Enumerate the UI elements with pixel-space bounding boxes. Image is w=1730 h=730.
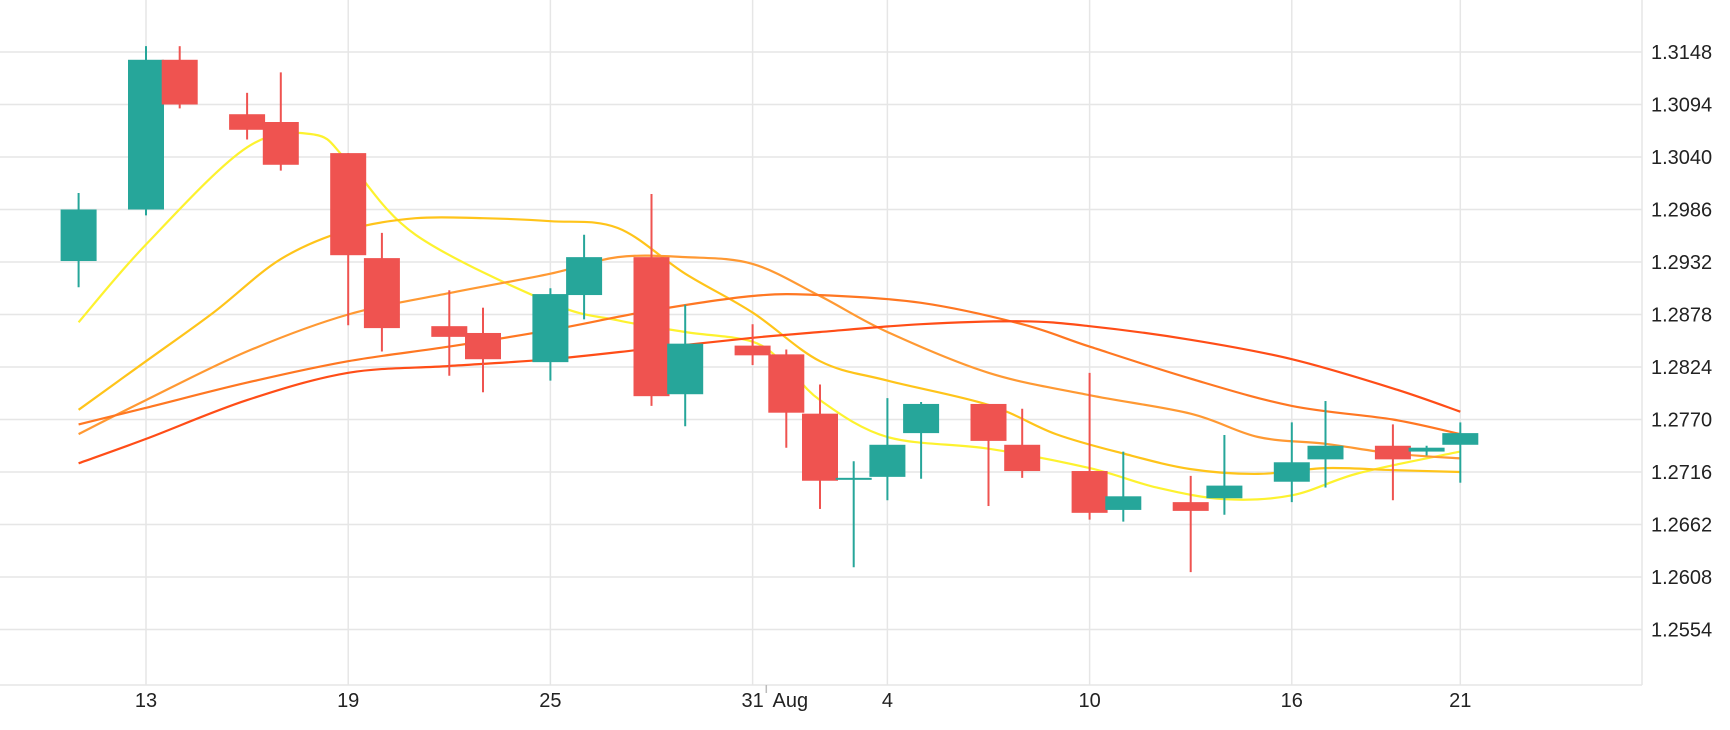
candle-body xyxy=(330,153,367,256)
x-tick-label: 21 xyxy=(1449,690,1471,712)
candle-body xyxy=(869,444,906,477)
ma-line-5 xyxy=(78,320,1461,465)
y-tick-label: 1.2554 xyxy=(1651,620,1712,642)
candle-body xyxy=(970,403,1007,441)
candle xyxy=(802,384,838,509)
candle xyxy=(465,307,501,393)
y-tick-label: 1.2770 xyxy=(1651,410,1712,432)
candle xyxy=(431,290,468,376)
candle-body xyxy=(768,354,805,413)
candle-body xyxy=(1071,471,1108,513)
y-axis: 1.3148 1.3094 1.3040 1.2986 1.2932 1.2878 1.28… xyxy=(1651,42,1712,642)
candle xyxy=(60,192,97,288)
candle xyxy=(1442,422,1479,483)
candle xyxy=(667,304,704,427)
x-tick-label: 4 xyxy=(882,690,893,712)
candle xyxy=(1071,372,1108,520)
candle-body xyxy=(667,343,704,395)
candle-body xyxy=(532,294,569,363)
candle xyxy=(363,232,400,352)
candle xyxy=(869,398,906,501)
candle-body xyxy=(229,114,266,130)
moving-average-lines xyxy=(77,131,1461,501)
candle xyxy=(1105,451,1142,522)
y-tick-label: 1.2824 xyxy=(1651,357,1712,379)
ma-line-4 xyxy=(78,293,1461,436)
candle xyxy=(1273,422,1310,503)
candle-body xyxy=(1004,444,1041,472)
candle-body xyxy=(262,122,299,165)
candle xyxy=(1206,435,1243,515)
y-tick-label: 1.2986 xyxy=(1651,200,1712,222)
candle xyxy=(970,403,1007,507)
candle-body xyxy=(128,59,164,210)
candle-body xyxy=(633,257,670,397)
candle xyxy=(835,461,872,568)
candle-body xyxy=(835,477,872,480)
candle-body xyxy=(1172,502,1209,511)
x-tick-label: 31 xyxy=(741,690,763,712)
candle-body xyxy=(1374,445,1411,460)
candle xyxy=(633,193,670,406)
candles xyxy=(60,46,1479,573)
x-tick-label: 16 xyxy=(1281,690,1303,712)
candle xyxy=(532,288,569,381)
candle xyxy=(1004,408,1041,478)
candle-body xyxy=(1105,496,1142,510)
candle-body xyxy=(802,413,838,481)
ma-line-3 xyxy=(78,254,1461,460)
candle-body xyxy=(431,326,468,337)
y-tick-label: 1.3148 xyxy=(1651,42,1712,64)
candle xyxy=(161,46,198,109)
candle-body xyxy=(465,332,501,360)
candle-body xyxy=(1442,433,1479,445)
candle xyxy=(128,46,164,216)
candle xyxy=(229,92,266,140)
candle xyxy=(1374,424,1411,501)
candle-body xyxy=(363,258,400,329)
y-tick-label: 1.2878 xyxy=(1651,305,1712,327)
x-tick-label: 10 xyxy=(1078,690,1100,712)
ma-line-1 xyxy=(77,131,1461,501)
candle xyxy=(262,72,299,171)
candle-body xyxy=(1408,447,1445,452)
ma-line-2 xyxy=(77,216,1461,476)
candle xyxy=(330,153,367,326)
candle xyxy=(1172,475,1209,573)
x-tick-label: 13 xyxy=(135,690,157,712)
candle xyxy=(566,234,603,320)
y-tick-label: 1.2932 xyxy=(1651,252,1712,274)
candle xyxy=(1307,401,1344,488)
y-tick-label: 1.2608 xyxy=(1651,567,1712,589)
candle-body xyxy=(1273,462,1310,482)
y-tick-label: 1.2716 xyxy=(1651,462,1712,484)
candle-body xyxy=(60,209,97,262)
candle-body xyxy=(903,403,940,434)
x-tick-label: Aug xyxy=(773,690,809,712)
candle-body xyxy=(734,345,771,356)
candle xyxy=(768,349,805,448)
candle-body xyxy=(566,257,603,296)
y-tick-label: 1.3040 xyxy=(1651,147,1712,169)
candle-body xyxy=(1307,445,1344,460)
candle xyxy=(734,324,771,366)
candle xyxy=(1408,445,1445,456)
x-axis: 13 19 25 31 Aug 4 10 16 21 xyxy=(135,685,1471,712)
candle-body xyxy=(1206,485,1243,499)
y-tick-label: 1.3094 xyxy=(1651,95,1712,117)
x-tick-label: 19 xyxy=(337,690,359,712)
candle-body xyxy=(161,59,198,105)
x-tick-label: 25 xyxy=(539,690,561,712)
y-tick-label: 1.2662 xyxy=(1651,515,1712,537)
candle xyxy=(903,402,940,479)
